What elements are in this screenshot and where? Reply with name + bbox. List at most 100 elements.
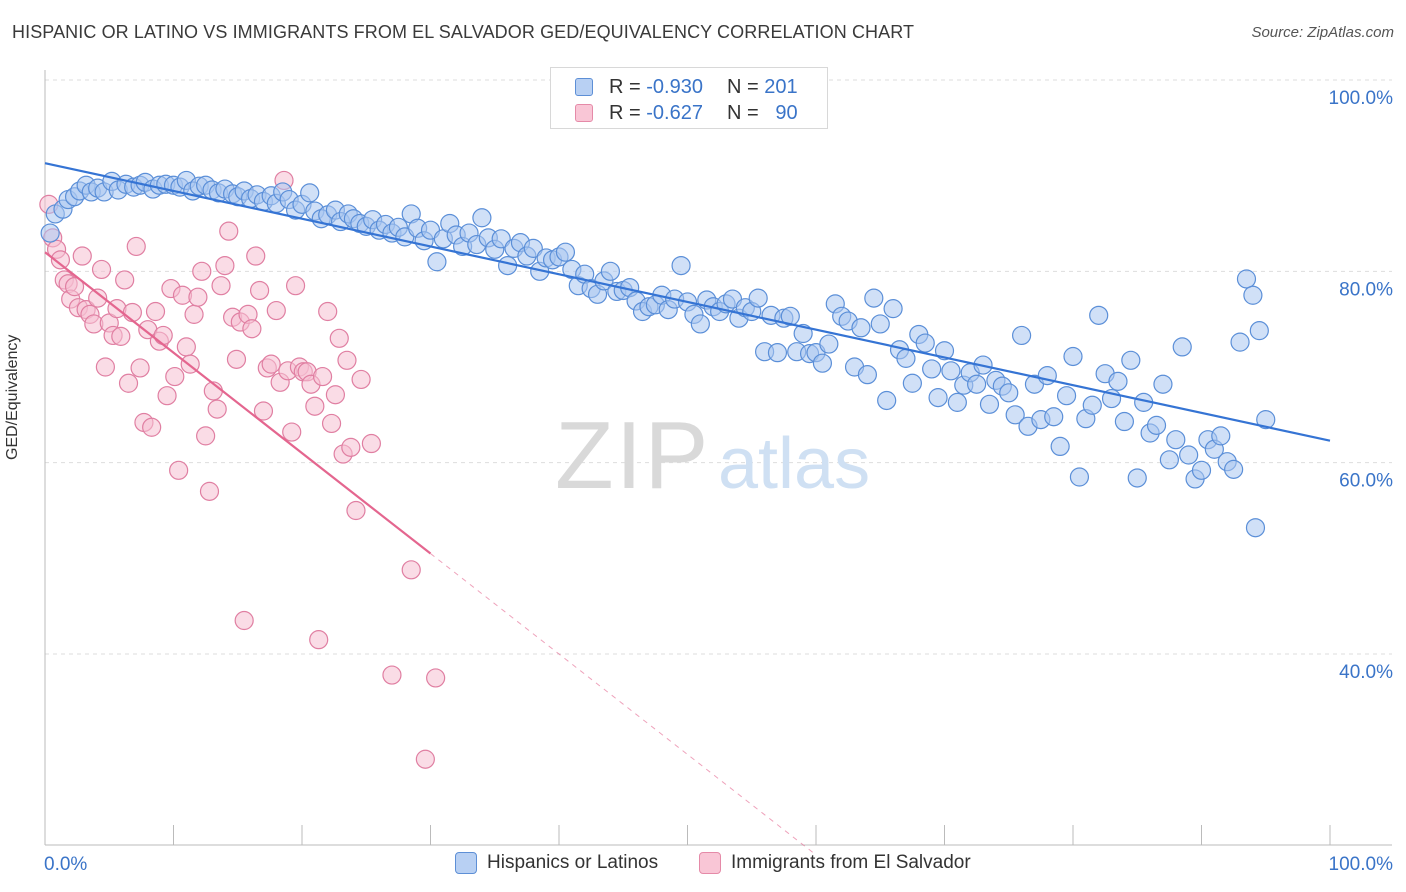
data-point-hispanic xyxy=(1245,518,1266,538)
correlation-legend: R = -0.930 N = 201 R = -0.627 N = 90 xyxy=(550,67,828,129)
data-point-hispanic xyxy=(427,252,447,272)
data-point-el-salvador xyxy=(337,350,357,370)
data-point-el-salvador xyxy=(188,287,208,307)
data-point-el-salvador xyxy=(309,630,329,650)
data-point-hispanic xyxy=(934,341,955,361)
data-point-hispanic xyxy=(857,365,878,385)
data-point-hispanic xyxy=(600,261,621,281)
data-point-el-salvador xyxy=(351,369,371,390)
data-point-hispanic xyxy=(523,238,543,258)
data-point-el-salvador xyxy=(318,301,338,322)
data-point-hispanic xyxy=(1069,467,1090,487)
data-point-hispanic xyxy=(1153,374,1173,394)
data-point-el-salvador xyxy=(305,396,325,416)
x-tick-label: 100.0% xyxy=(1329,854,1394,875)
data-point-hispanic xyxy=(864,288,884,308)
data-point-hispanic xyxy=(819,334,839,354)
data-point-hispanic xyxy=(870,314,890,334)
data-point-hispanic xyxy=(877,390,897,411)
data-point-hispanic xyxy=(1121,350,1141,370)
grid-lines xyxy=(45,79,1392,655)
data-point-hispanic xyxy=(1056,386,1077,406)
data-point-el-salvador xyxy=(145,301,166,322)
legend-row-hispanics: R = -0.930 N = 201 xyxy=(575,75,798,99)
r-value: -0.930 xyxy=(646,75,703,98)
data-point-hispanic xyxy=(1082,395,1102,415)
data-point-el-salvador xyxy=(64,277,85,297)
data-point-el-salvador xyxy=(88,288,108,308)
data-point-el-salvador xyxy=(226,349,247,369)
data-point-hispanic xyxy=(1044,407,1064,427)
data-point-el-salvador xyxy=(253,401,274,421)
data-point-el-salvador xyxy=(72,246,92,266)
data-point-hispanic xyxy=(896,348,916,368)
data-point-hispanic xyxy=(767,343,788,363)
data-point-hispanic xyxy=(1146,415,1167,435)
legend-item-hispanics[interactable]: Hispanics or Latinos xyxy=(455,852,658,874)
data-point-el-salvador xyxy=(321,413,342,434)
data-point-el-salvador xyxy=(91,259,112,280)
data-point-hispanic xyxy=(851,318,871,338)
r-label: R = xyxy=(609,75,641,98)
data-point-el-salvador xyxy=(207,399,227,419)
data-point-hispanic xyxy=(498,255,518,276)
data-point-el-salvador xyxy=(234,610,254,631)
data-point-hispanic xyxy=(1050,436,1070,457)
data-point-el-salvador xyxy=(165,366,185,387)
data-point-el-salvador xyxy=(50,250,71,270)
data-point-hispanic xyxy=(1127,468,1147,488)
data-point-hispanic xyxy=(1166,430,1186,450)
data-point-hispanic xyxy=(491,229,511,249)
data-point-el-salvador xyxy=(346,500,366,521)
r-label: R = xyxy=(609,101,641,124)
data-point-el-salvador xyxy=(118,373,139,393)
data-point-el-salvador xyxy=(196,426,216,446)
y-tick-label: 100.0% xyxy=(1329,88,1394,109)
legend-row-el-salvador: R = -0.627 N = 90 xyxy=(575,101,798,125)
n-value: 201 xyxy=(764,75,798,98)
legend-item-el-salvador[interactable]: Immigrants from El Salvador xyxy=(699,852,971,874)
data-point-hispanic xyxy=(555,242,576,262)
data-point-el-salvador xyxy=(325,385,346,405)
data-point-el-salvador xyxy=(401,560,421,580)
data-point-el-salvador xyxy=(122,302,142,323)
data-point-hispanic xyxy=(1191,460,1212,480)
data-point-el-salvador xyxy=(282,422,302,442)
data-point-el-salvador xyxy=(246,246,266,266)
data-point-hispanic xyxy=(1005,405,1025,425)
watermark-atlas: atlas xyxy=(718,424,870,504)
y-tick-label: 80.0% xyxy=(1339,279,1393,300)
data-point-hispanic xyxy=(1243,285,1263,305)
data-point-hispanic xyxy=(915,333,935,353)
n-value: 90 xyxy=(775,101,798,124)
data-point-hispanic xyxy=(883,299,903,319)
data-point-el-salvador xyxy=(184,304,204,324)
data-point-hispanic xyxy=(1089,305,1109,325)
series-immigrants-el-salvador xyxy=(39,170,446,769)
y-tick-label: 40.0% xyxy=(1339,662,1393,683)
watermark-zip: ZIP xyxy=(555,402,710,509)
data-point-hispanic xyxy=(999,383,1019,403)
data-point-el-salvador xyxy=(142,417,162,437)
data-point-el-salvador xyxy=(211,276,231,296)
data-point-hispanic xyxy=(690,314,710,334)
axes xyxy=(44,70,1392,846)
data-point-el-salvador xyxy=(382,665,402,685)
data-point-hispanic xyxy=(1172,337,1192,357)
data-point-hispanic xyxy=(472,208,492,228)
trend-line-el-salvador-extension xyxy=(430,553,817,856)
data-point-hispanic xyxy=(1011,325,1032,346)
legend-swatch-blue xyxy=(455,852,477,874)
data-point-el-salvador xyxy=(95,357,115,377)
data-point-el-salvador xyxy=(169,460,189,480)
data-point-el-salvador xyxy=(426,668,446,688)
data-point-hispanic xyxy=(1249,321,1269,341)
legend-swatch-blue xyxy=(575,78,593,96)
y-tick-label: 60.0% xyxy=(1339,471,1393,492)
data-point-el-salvador xyxy=(130,358,150,378)
data-point-hispanic xyxy=(1236,269,1257,289)
data-point-el-salvador xyxy=(126,236,146,257)
data-point-el-salvador xyxy=(361,433,381,454)
legend-label-el-salvador: Immigrants from El Salvador xyxy=(731,852,971,873)
